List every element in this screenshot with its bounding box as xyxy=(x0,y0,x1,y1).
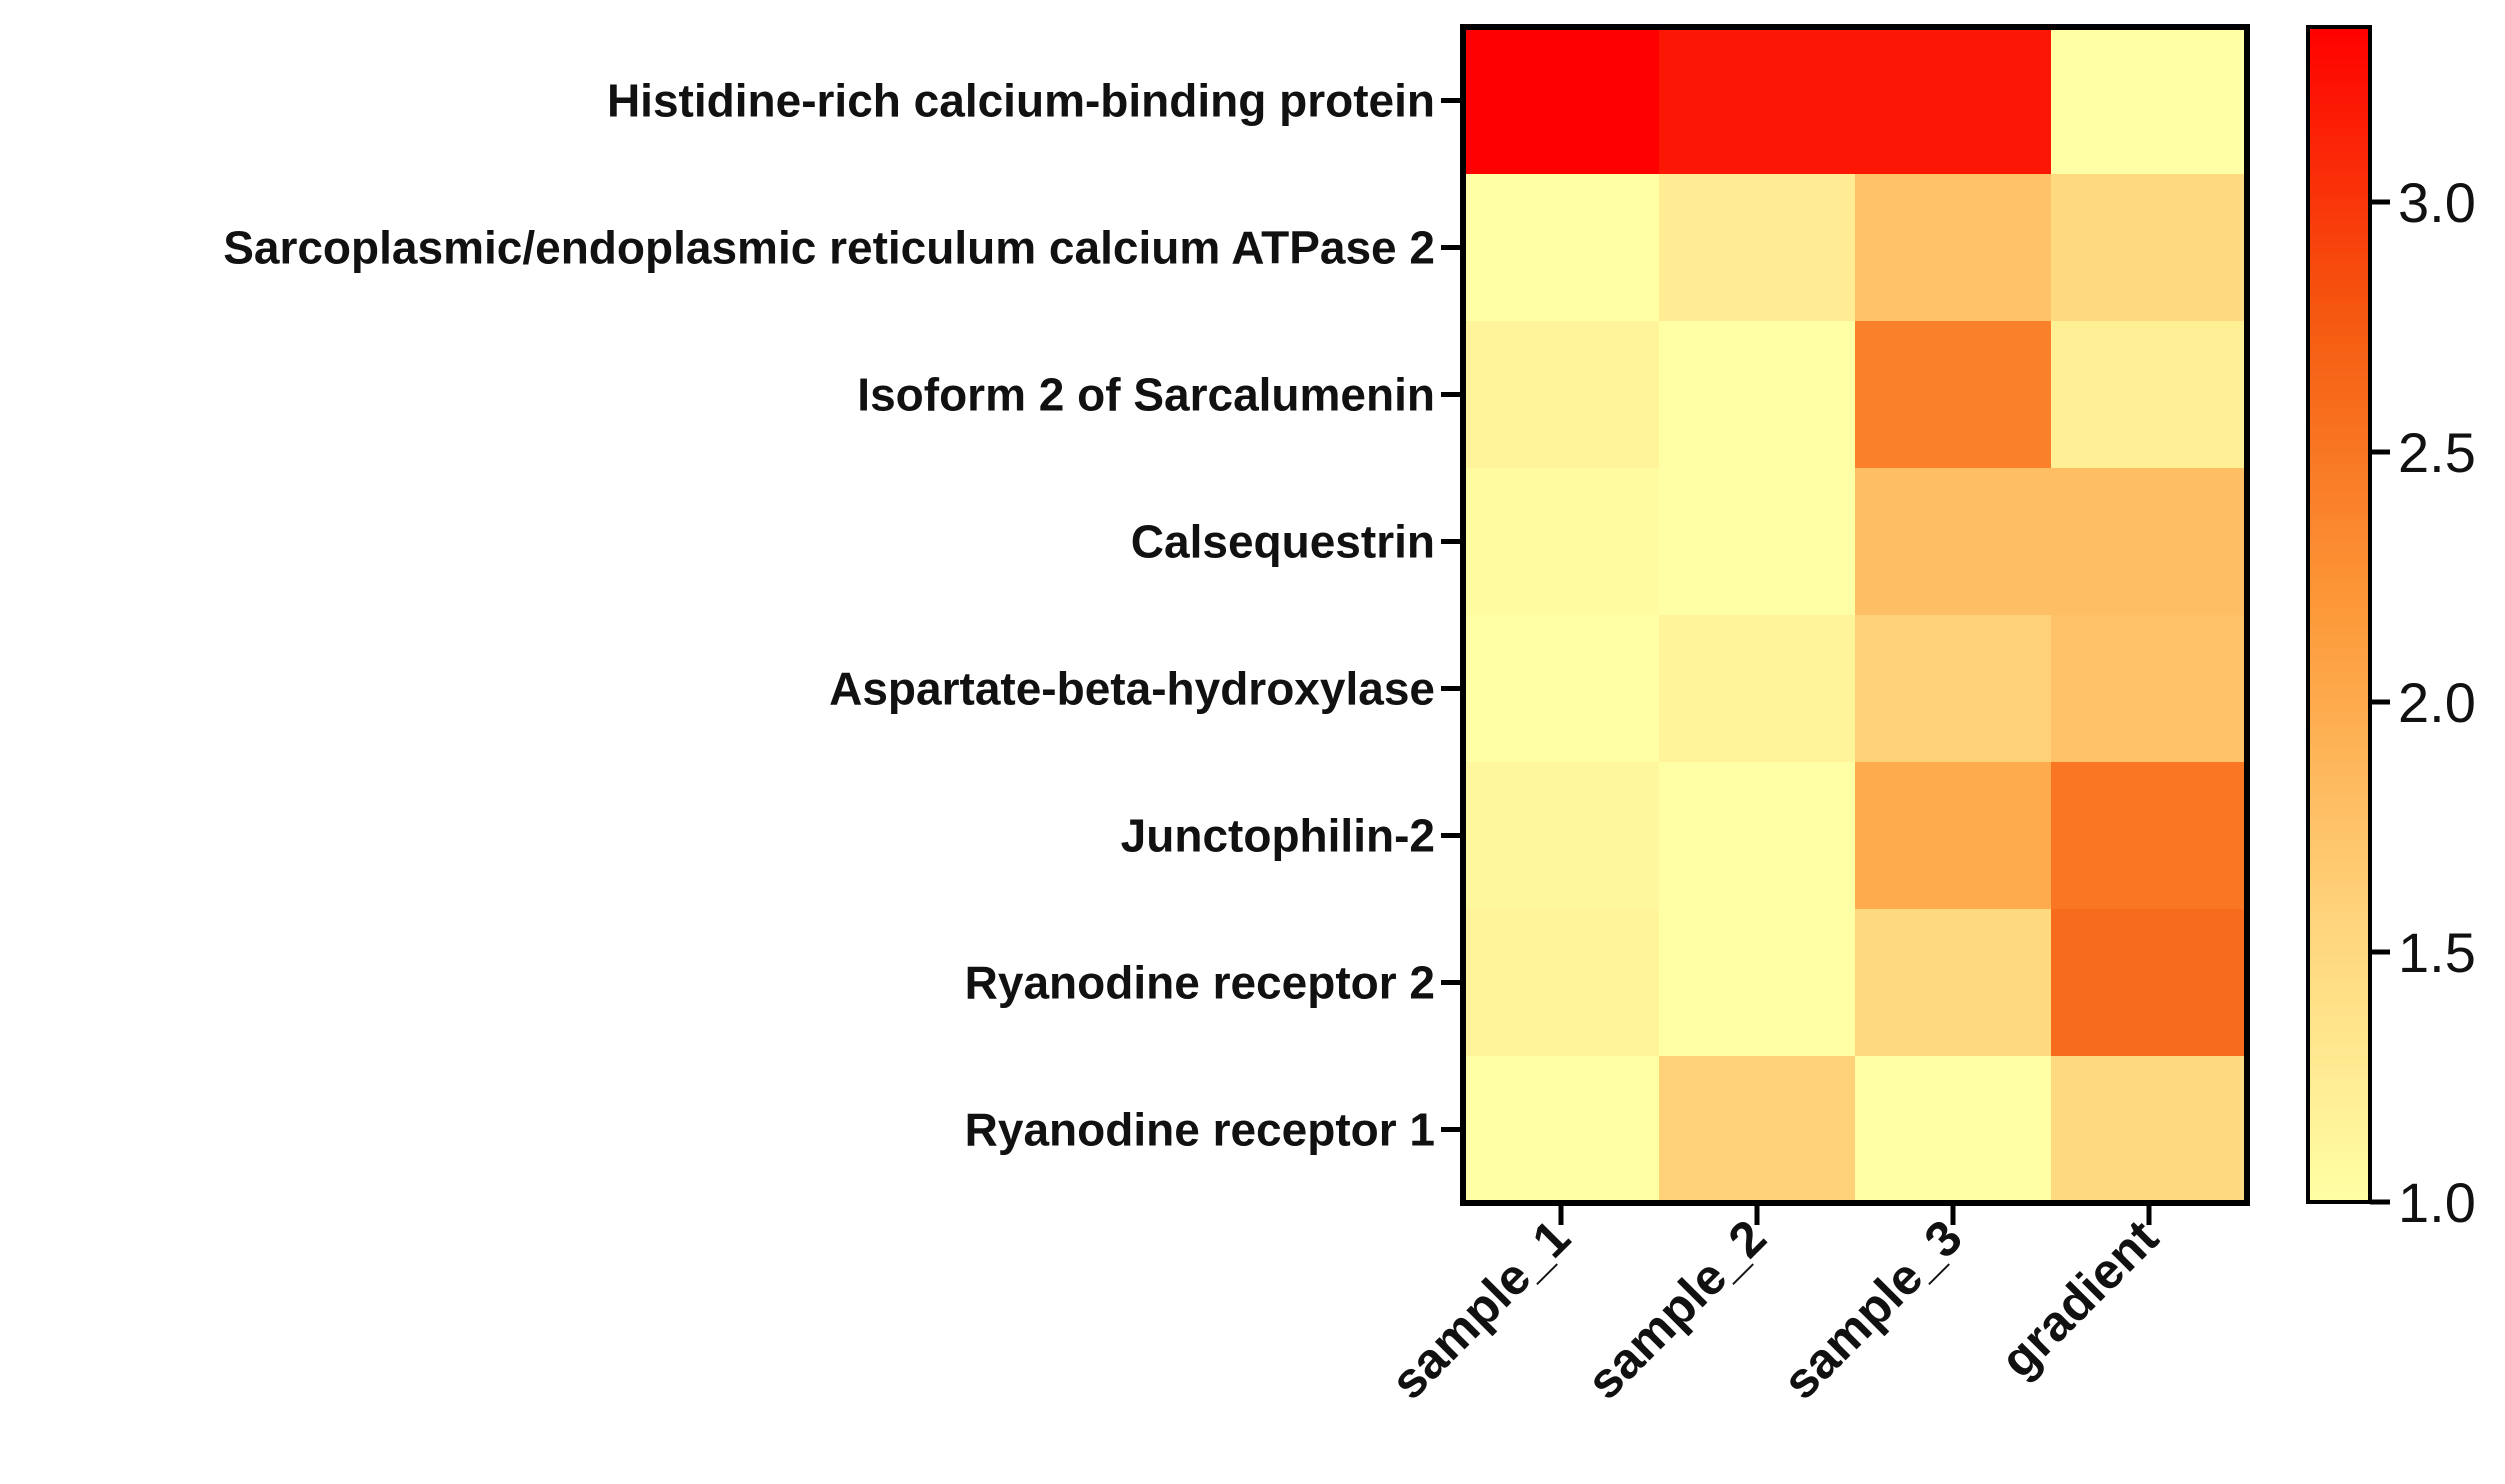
heatmap-cell-histidine-rich-calcium-binding-protein-sample-2 xyxy=(1659,27,1856,175)
row-label-histidine-rich-calcium-binding-protein: Histidine-rich calcium-binding protein xyxy=(607,75,1435,127)
column-label-sample-1: sample_1 xyxy=(1380,1209,1581,1410)
row-label-aspartate-beta-hydroxylase: Aspartate-beta-hydroxylase xyxy=(829,663,1435,715)
heatmap-cell-junctophilin-2-sample-3 xyxy=(1855,762,2052,910)
row-label-isoform-2-of-sarcalumenin: Isoform 2 of Sarcalumenin xyxy=(857,369,1435,421)
heatmap-cell-junctophilin-2-sample-1 xyxy=(1463,762,1660,910)
heatmap-cell-isoform-2-of-sarcalumenin-sample-1 xyxy=(1463,321,1660,469)
colorbar-tick-label: 2.0 xyxy=(2398,671,2476,734)
heatmap-cell-isoform-2-of-sarcalumenin-gradient xyxy=(2051,321,2248,469)
heatmap-cell-ryanodine-receptor-1-sample-1 xyxy=(1463,1056,1660,1204)
heatmap-cell-calsequestrin-sample-1 xyxy=(1463,468,1660,616)
column-label-gradient: gradient xyxy=(1990,1209,2169,1388)
heatmap-cell-aspartate-beta-hydroxylase-sample-3 xyxy=(1855,615,2052,763)
heatmap-cell-junctophilin-2-gradient xyxy=(2051,762,2248,910)
heatmap-cell-histidine-rich-calcium-binding-protein-gradient xyxy=(2051,27,2248,175)
heatmap-cell-ryanodine-receptor-2-sample-2 xyxy=(1659,909,1856,1057)
heatmap-cell-isoform-2-of-sarcalumenin-sample-3 xyxy=(1855,321,2052,469)
column-label-sample-2: sample_2 xyxy=(1576,1209,1777,1410)
heatmap-cell-sarcoplasmic-endoplasmic-reticulum-calcium-atpase-2-sample-1 xyxy=(1463,174,1660,322)
heatmap-frame xyxy=(1460,24,2250,1206)
heatmap-cells xyxy=(1463,27,2248,1204)
heatmap-cell-sarcoplasmic-endoplasmic-reticulum-calcium-atpase-2-sample-3 xyxy=(1855,174,2052,322)
row-label-sarcoplasmic-endoplasmic-reticulum-calcium-atpase-2: Sarcoplasmic/endoplasmic reticulum calci… xyxy=(223,222,1435,274)
row-label-calsequestrin: Calsequestrin xyxy=(1131,516,1435,568)
row-label-junctophilin-2: Junctophilin-2 xyxy=(1121,810,1435,862)
heatmap-cell-calsequestrin-sample-3 xyxy=(1855,468,2052,616)
heatmap-cell-sarcoplasmic-endoplasmic-reticulum-calcium-atpase-2-sample-2 xyxy=(1659,174,1856,322)
heatmap-cell-calsequestrin-gradient xyxy=(2051,468,2248,616)
heatmap-cell-aspartate-beta-hydroxylase-gradient xyxy=(2051,615,2248,763)
heatmap-cell-junctophilin-2-sample-2 xyxy=(1659,762,1856,910)
row-labels: Histidine-rich calcium-binding protein Sa… xyxy=(223,75,1463,1156)
colorbar-tick-label: 2.5 xyxy=(2398,421,2476,484)
heatmap-cell-isoform-2-of-sarcalumenin-sample-2 xyxy=(1659,321,1856,469)
heatmap-cell-ryanodine-receptor-1-sample-2 xyxy=(1659,1056,1856,1204)
heatmap-cell-ryanodine-receptor-1-gradient xyxy=(2051,1056,2248,1204)
colorbar-tick-label: 3.0 xyxy=(2398,171,2476,234)
heatmap-cell-calsequestrin-sample-2 xyxy=(1659,468,1856,616)
heatmap-cell-histidine-rich-calcium-binding-protein-sample-1 xyxy=(1463,27,1660,175)
colorbar-tick-label: 1.5 xyxy=(2398,921,2476,984)
heatmap-cell-ryanodine-receptor-1-sample-3 xyxy=(1855,1056,2052,1204)
colorbar-tick-label: 1.0 xyxy=(2398,1171,2476,1234)
heatmap-cell-histidine-rich-calcium-binding-protein-sample-3 xyxy=(1855,27,2052,175)
row-label-ryanodine-receptor-2: Ryanodine receptor 2 xyxy=(965,957,1435,1009)
heatmap-cell-ryanodine-receptor-2-sample-3 xyxy=(1855,909,2052,1057)
heatmap-cell-sarcoplasmic-endoplasmic-reticulum-calcium-atpase-2-gradient xyxy=(2051,174,2248,322)
heatmap-cell-aspartate-beta-hydroxylase-sample-2 xyxy=(1659,615,1856,763)
heatmap-cell-aspartate-beta-hydroxylase-sample-1 xyxy=(1463,615,1660,763)
column-label-sample-3: sample_3 xyxy=(1772,1209,1973,1410)
colorbar xyxy=(2306,25,2372,1204)
colorbar-ticks: 1.0 1.5 2.0 2.5 3.0 xyxy=(2370,171,2476,1234)
heatmap-cell-ryanodine-receptor-2-sample-1 xyxy=(1463,909,1660,1057)
heatmap-cell-ryanodine-receptor-2-gradient xyxy=(2051,909,2248,1057)
row-label-ryanodine-receptor-1: Ryanodine receptor 1 xyxy=(965,1104,1435,1156)
